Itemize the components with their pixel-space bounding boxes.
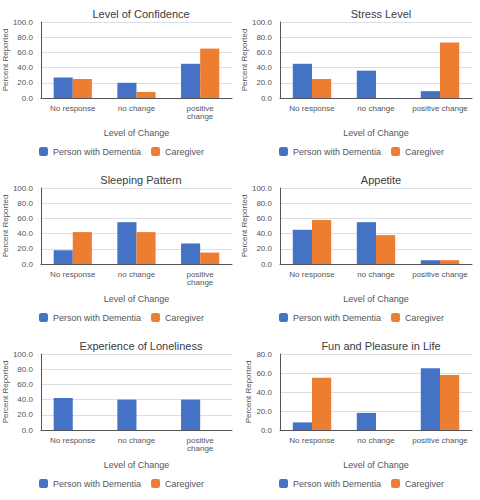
svg-text:Level of Confidence: Level of Confidence [92, 8, 189, 20]
svg-text:Percent Reported: Percent Reported [1, 195, 10, 258]
svg-text:100.0: 100.0 [252, 18, 273, 27]
svg-text:20.0: 20.0 [256, 407, 272, 416]
svg-text:no change: no change [357, 436, 395, 445]
svg-text:Fun and Pleasure in Life: Fun and Pleasure in Life [321, 340, 440, 352]
svg-text:positive change: positive change [412, 270, 468, 279]
svg-text:60.0: 60.0 [256, 48, 272, 57]
svg-text:No response: No response [289, 104, 335, 113]
svg-text:80.0: 80.0 [256, 199, 272, 208]
svg-text:No response: No response [50, 104, 96, 113]
svg-text:40.0: 40.0 [17, 229, 33, 238]
svg-text:positive change: positive change [412, 436, 468, 445]
svg-text:Stress Level: Stress Level [351, 8, 412, 20]
svg-text:40.0: 40.0 [256, 63, 272, 72]
svg-text:0.0: 0.0 [261, 426, 273, 435]
svg-text:no change: no change [357, 270, 395, 279]
svg-text:No response: No response [289, 270, 335, 279]
svg-text:60.0: 60.0 [17, 214, 33, 223]
svg-text:Level of Change: Level of Change [343, 460, 409, 470]
svg-text:20.0: 20.0 [17, 244, 33, 253]
svg-text:100.0: 100.0 [13, 18, 34, 27]
svg-text:Person with Dementia: Person with Dementia [293, 479, 381, 489]
svg-text:Level of Change: Level of Change [104, 460, 170, 470]
svg-text:Caregiver: Caregiver [405, 479, 444, 489]
svg-text:Caregiver: Caregiver [405, 147, 444, 157]
svg-text:20.0: 20.0 [256, 244, 272, 253]
svg-text:change: change [187, 278, 214, 287]
svg-text:60.0: 60.0 [17, 48, 33, 57]
svg-text:20.0: 20.0 [17, 410, 33, 419]
svg-text:Person with Dementia: Person with Dementia [293, 147, 381, 157]
svg-text:Percent Reported: Percent Reported [240, 29, 249, 92]
svg-text:Level of Change: Level of Change [343, 128, 409, 138]
svg-text:0.0: 0.0 [22, 94, 34, 103]
svg-text:positive: positive [186, 269, 214, 279]
svg-text:no change: no change [118, 270, 156, 279]
svg-text:change: change [187, 444, 214, 453]
svg-text:Percent Reported: Percent Reported [1, 29, 10, 92]
svg-text:change: change [187, 112, 214, 121]
svg-text:Level of Change: Level of Change [343, 294, 409, 304]
svg-text:no change: no change [118, 104, 156, 113]
svg-text:positive: positive [186, 435, 214, 445]
svg-text:positive: positive [186, 103, 214, 113]
svg-text:40.0: 40.0 [256, 229, 272, 238]
svg-text:No response: No response [50, 270, 96, 279]
svg-text:0.0: 0.0 [22, 260, 34, 269]
svg-text:40.0: 40.0 [256, 388, 272, 397]
svg-text:Percent Reported: Percent Reported [1, 361, 10, 424]
svg-text:no change: no change [357, 104, 395, 113]
svg-text:60.0: 60.0 [256, 214, 272, 223]
svg-text:Caregiver: Caregiver [165, 479, 204, 489]
svg-text:Sleeping Pattern: Sleeping Pattern [100, 174, 181, 186]
svg-text:positive change: positive change [412, 104, 468, 113]
svg-text:Percent Reported: Percent Reported [240, 195, 249, 258]
svg-text:60.0: 60.0 [17, 380, 33, 389]
svg-text:Person with Dementia: Person with Dementia [53, 479, 141, 489]
svg-text:40.0: 40.0 [17, 63, 33, 72]
svg-text:0.0: 0.0 [22, 426, 34, 435]
svg-text:40.0: 40.0 [17, 395, 33, 404]
svg-text:no change: no change [118, 436, 156, 445]
svg-text:Person with Dementia: Person with Dementia [53, 147, 141, 157]
svg-text:80.0: 80.0 [17, 365, 33, 374]
svg-text:100.0: 100.0 [252, 184, 273, 193]
svg-text:80.0: 80.0 [256, 350, 272, 359]
svg-text:80.0: 80.0 [17, 33, 33, 42]
svg-text:Person with Dementia: Person with Dementia [53, 313, 141, 323]
svg-text:100.0: 100.0 [13, 350, 34, 359]
svg-text:Level of Change: Level of Change [104, 128, 170, 138]
svg-text:Caregiver: Caregiver [405, 313, 444, 323]
svg-text:No response: No response [289, 436, 335, 445]
svg-text:20.0: 20.0 [17, 78, 33, 87]
svg-text:Caregiver: Caregiver [165, 313, 204, 323]
svg-text:60.0: 60.0 [256, 369, 272, 378]
svg-text:100.0: 100.0 [13, 184, 34, 193]
svg-text:Appetite: Appetite [361, 174, 401, 186]
svg-text:No response: No response [50, 436, 96, 445]
svg-text:Level of Change: Level of Change [104, 294, 170, 304]
svg-text:80.0: 80.0 [17, 199, 33, 208]
svg-text:Experience of Loneliness: Experience of Loneliness [80, 340, 203, 352]
svg-text:Person with Dementia: Person with Dementia [293, 313, 381, 323]
svg-text:Caregiver: Caregiver [165, 147, 204, 157]
svg-text:Percent Reported: Percent Reported [244, 361, 253, 424]
svg-text:0.0: 0.0 [261, 260, 273, 269]
svg-text:0.0: 0.0 [261, 94, 273, 103]
svg-text:20.0: 20.0 [256, 78, 272, 87]
svg-text:80.0: 80.0 [256, 33, 272, 42]
